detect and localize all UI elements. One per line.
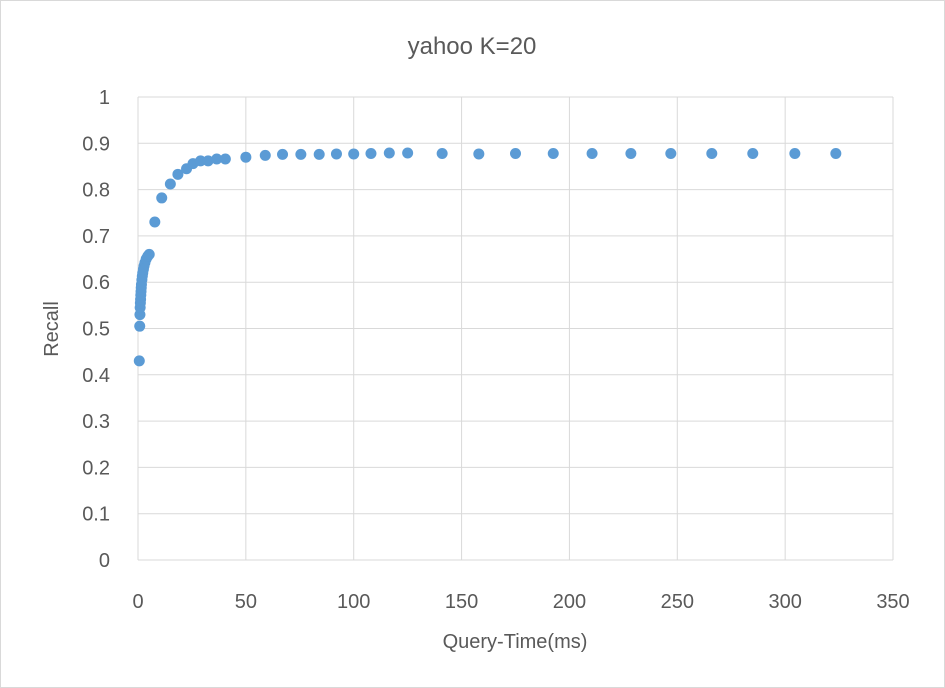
data-point [436, 147, 448, 159]
data-point [330, 148, 342, 160]
data-point [747, 147, 759, 159]
x-tick-label: 100 [337, 591, 370, 613]
data-point [665, 147, 677, 159]
grid-lines [137, 96, 894, 561]
data-point [133, 355, 145, 367]
data-point [706, 147, 718, 159]
y-tick-label: 0.2 [82, 457, 110, 479]
data-point [219, 153, 231, 165]
data-point [473, 148, 485, 160]
data-point [240, 151, 252, 163]
data-point [211, 153, 223, 165]
y-tick-labels: 0 0.1 0.2 0.3 0.4 0.5 0.6 0.7 0.8 0.9 1 [82, 87, 110, 572]
data-point [164, 178, 176, 190]
y-tick-label: 0.4 [82, 365, 110, 387]
data-point [202, 155, 214, 167]
x-tick-label: 350 [876, 591, 909, 613]
x-axis-label: Query-Time(ms) [443, 631, 588, 653]
data-point [172, 168, 184, 180]
data-point [313, 148, 325, 160]
y-tick-label: 0.3 [82, 411, 110, 433]
x-tick-label: 200 [553, 591, 586, 613]
data-point [259, 149, 271, 161]
y-tick-label: 0.8 [82, 180, 110, 202]
data-point [510, 147, 521, 159]
chart-title: yahoo K=20 [408, 33, 537, 60]
data-point [402, 147, 414, 159]
y-tick-label: 0.7 [82, 226, 110, 248]
data-point [295, 148, 307, 160]
data-point [365, 147, 377, 159]
x-tick-label: 0 [132, 591, 143, 613]
data-point [134, 320, 146, 332]
data-points [133, 147, 842, 367]
data-point [625, 147, 637, 159]
x-tick-label: 50 [235, 591, 257, 613]
data-point [547, 147, 559, 159]
data-point [586, 147, 598, 159]
data-point [277, 148, 289, 160]
y-axis-label: Recall [41, 301, 63, 357]
x-tick-label: 150 [445, 591, 478, 613]
data-point [348, 148, 360, 160]
y-tick-label: 0.5 [82, 319, 110, 341]
y-tick-label: 0 [99, 550, 110, 572]
y-tick-label: 0.6 [82, 272, 110, 294]
data-point [789, 147, 801, 159]
data-point [830, 147, 842, 159]
data-point [156, 192, 168, 204]
y-tick-label: 0.1 [82, 504, 110, 526]
data-point [149, 216, 161, 228]
y-tick-label: 1 [99, 87, 110, 109]
data-point [195, 155, 207, 167]
data-point [143, 248, 155, 260]
data-point [383, 147, 395, 159]
x-tick-label: 300 [768, 591, 801, 613]
y-tick-label: 0.9 [82, 133, 110, 155]
x-tick-label: 250 [661, 591, 694, 613]
x-tick-labels: 0 50 100 150 200 250 300 350 [132, 591, 909, 613]
